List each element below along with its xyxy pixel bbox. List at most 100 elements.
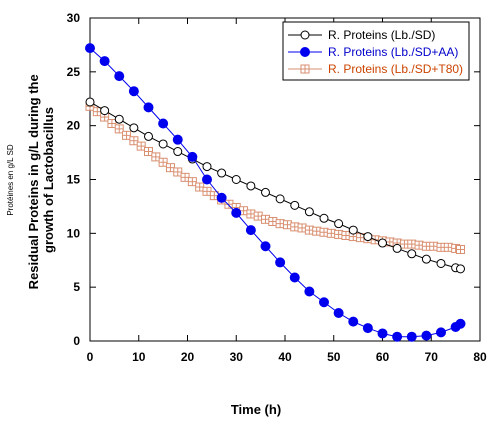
series-2-point [187, 151, 198, 162]
series-3-point [414, 240, 424, 250]
series-1-point [436, 258, 446, 268]
y-tick-label: 30 [67, 11, 81, 25]
series-2-point [392, 331, 403, 342]
series-1-point [407, 249, 417, 259]
series-3-point [92, 107, 102, 117]
series-1-point [378, 238, 387, 248]
legend-marker [300, 30, 310, 40]
series-3 [85, 101, 465, 254]
series-1-point [421, 254, 431, 264]
series-1-point [456, 264, 465, 274]
series-1-point [129, 123, 139, 133]
series-2-point [114, 71, 125, 82]
series-3-point [275, 219, 285, 229]
y-side-note: Protéines en g/L SD [6, 144, 15, 216]
x-tick-label: 70 [425, 350, 439, 364]
series-2-point [128, 86, 139, 97]
series-1-point [290, 200, 300, 210]
y-tick-label: 0 [73, 334, 80, 348]
series-3-point [341, 230, 351, 240]
x-tick-label: 60 [376, 350, 390, 364]
series-3-point [246, 209, 256, 219]
series-1 [85, 97, 465, 274]
series-3-point [122, 130, 132, 140]
series-3-point [144, 147, 153, 157]
series-2-point [260, 241, 271, 252]
y-axis-title: Residual Proteins in g/L during the grow… [26, 71, 56, 290]
series-3-point [399, 239, 409, 249]
series-3-point [268, 216, 278, 226]
legend-label: R. Proteins (Lb./SD+AA) [328, 45, 458, 59]
legend-label: R. Proteins (Lb./SD) [328, 28, 435, 42]
series-3-point [312, 226, 322, 236]
series-2-point [421, 330, 432, 341]
series-1-point [202, 162, 212, 172]
series-1-point [275, 194, 285, 204]
y-axis-title-line-1: Residual Proteins in g/L during the [26, 74, 41, 289]
series-3-point [129, 136, 139, 146]
series-2-point [362, 323, 373, 334]
series-1-point [392, 243, 402, 253]
series-layer [85, 43, 466, 342]
series-3-point [319, 227, 329, 237]
series-3-point [187, 177, 197, 187]
y-tick-label: 15 [67, 173, 81, 187]
series-2-point [143, 102, 154, 113]
series-2-point [245, 225, 256, 236]
series-3-point [151, 152, 161, 162]
legend-label: R. Proteins (Lb./SD+T80) [328, 62, 463, 76]
series-2-point [289, 272, 300, 283]
series-3-point [290, 222, 300, 232]
series-2-point [216, 192, 227, 203]
series-2-point [202, 174, 212, 185]
y-tick-label: 20 [67, 119, 81, 133]
x-tick-label: 80 [473, 350, 487, 364]
series-2-point [333, 308, 344, 319]
series-2-point [231, 207, 242, 218]
series-3-point [429, 241, 439, 251]
series-3-point [253, 211, 263, 221]
series-1-point [363, 232, 373, 242]
series-2-point [436, 327, 446, 338]
x-axis-title: Time (h) [231, 402, 281, 417]
series-1-point [217, 168, 227, 178]
series-2-point [304, 286, 315, 297]
series-1-point [304, 207, 314, 217]
x-tick-label: 0 [87, 350, 94, 364]
series-3-point [165, 163, 175, 173]
series-3-line [89, 105, 461, 250]
series-1-point [231, 175, 241, 184]
series-3-point [456, 244, 465, 254]
x-tick-label: 20 [181, 350, 195, 364]
series-2-point [85, 43, 95, 54]
legend: R. Proteins (Lb./SD) R. Proteins (Lb./SD+… [282, 21, 470, 81]
series-2-point [319, 297, 329, 308]
series-2-point [99, 56, 110, 67]
series-1-point [114, 114, 124, 124]
legend-marker [300, 47, 310, 57]
series-3-point [297, 223, 307, 233]
series-3-point [407, 239, 417, 249]
series-3-point [326, 228, 336, 238]
series-1-point [173, 147, 183, 157]
legend-marker [300, 64, 310, 74]
series-3-point [114, 124, 124, 134]
series-3-point [334, 229, 344, 239]
series-2-line [89, 47, 461, 338]
series-3-point [136, 141, 146, 151]
series-3-point [195, 182, 205, 192]
series-1-point [100, 106, 110, 116]
series-3-point [436, 242, 446, 252]
series-2-point [406, 331, 417, 342]
series-3-point [158, 157, 168, 167]
series-2-point [348, 316, 359, 327]
x-tick-label: 40 [278, 350, 292, 364]
series-2-point [377, 328, 388, 339]
series-3-point [421, 241, 431, 251]
series-1-point [158, 139, 168, 149]
series-3-point [304, 225, 314, 235]
y-tick-label: 25 [67, 65, 81, 79]
series-2-point [455, 318, 466, 329]
series-1-point [319, 213, 329, 223]
